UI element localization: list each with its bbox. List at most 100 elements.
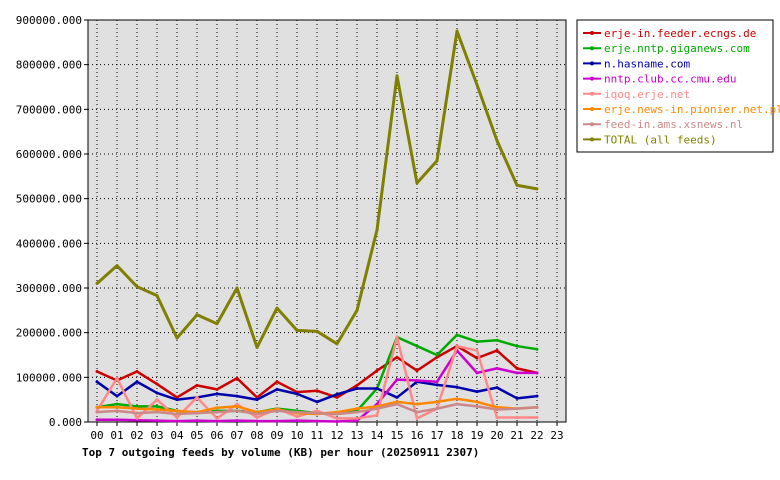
data-point — [315, 419, 319, 423]
data-point — [215, 322, 219, 326]
data-point — [455, 397, 459, 401]
data-point — [315, 389, 319, 393]
data-point — [475, 349, 479, 353]
x-tick-label: 06 — [210, 429, 223, 442]
y-tick-label: 500000.000 — [16, 193, 82, 206]
data-point — [115, 376, 119, 380]
legend-marker — [590, 137, 594, 142]
data-point — [495, 386, 499, 390]
data-point — [235, 394, 239, 398]
x-tick-label: 11 — [310, 429, 323, 442]
data-point — [195, 313, 199, 317]
data-point — [215, 419, 219, 423]
data-point — [255, 398, 259, 402]
x-axis-ticks: 00 01 02 03 04 05 06 07 08 09 10 11 12 13 14 15 16 17 18 19… — [90, 422, 564, 442]
legend-marker — [590, 46, 594, 51]
data-point — [175, 409, 179, 413]
x-tick-label: 01 — [110, 429, 123, 442]
data-point — [135, 404, 139, 408]
data-point — [515, 183, 519, 187]
data-point — [395, 335, 399, 339]
y-tick-label: 900000.000 — [16, 14, 82, 27]
data-point — [535, 347, 539, 351]
legend-marker — [590, 91, 594, 96]
data-point — [315, 411, 319, 415]
data-point — [355, 410, 359, 414]
data-point — [195, 411, 199, 415]
data-point — [435, 353, 439, 357]
data-point — [435, 383, 439, 387]
data-point — [335, 392, 339, 396]
y-tick-label: 300000.000 — [16, 282, 82, 295]
data-point — [355, 407, 359, 411]
data-point — [115, 405, 119, 409]
x-tick-label: 22 — [530, 429, 543, 442]
plot-area — [87, 19, 567, 423]
data-point — [115, 394, 119, 398]
data-point — [235, 404, 239, 408]
data-point — [295, 419, 299, 423]
data-point — [455, 333, 459, 337]
x-tick-label: 00 — [90, 429, 103, 442]
x-tick-label: 03 — [150, 429, 163, 442]
y-tick-label: 400000.000 — [16, 237, 82, 250]
data-point — [495, 405, 499, 409]
legend-marker — [590, 122, 594, 127]
data-point — [135, 285, 139, 289]
data-point — [95, 282, 99, 286]
data-point — [115, 409, 119, 413]
data-point — [235, 376, 239, 380]
legend-box — [576, 19, 774, 153]
data-point — [195, 383, 199, 387]
data-point — [255, 412, 259, 416]
data-point — [235, 419, 239, 423]
data-point — [175, 412, 179, 416]
data-point — [475, 390, 479, 394]
legend-label: erje.news-in.pionier.net.pl — [604, 103, 780, 116]
data-point — [335, 395, 339, 399]
data-point — [235, 409, 239, 413]
x-tick-label: 13 — [350, 429, 363, 442]
data-point — [375, 413, 379, 417]
data-point — [535, 416, 539, 420]
x-tick-label: 07 — [230, 429, 243, 442]
data-point — [115, 264, 119, 268]
data-point — [495, 366, 499, 370]
legend-label: erje-in.feeder.ecngs.de — [604, 27, 756, 40]
data-point — [215, 410, 219, 414]
data-point — [515, 371, 519, 375]
x-tick-label: 23 — [550, 429, 563, 442]
data-point — [275, 419, 279, 423]
data-point — [535, 394, 539, 398]
data-point — [395, 400, 399, 404]
data-point — [175, 419, 179, 423]
data-point — [455, 344, 459, 348]
data-point — [535, 405, 539, 409]
data-point — [215, 387, 219, 391]
data-point — [95, 405, 99, 409]
data-point — [135, 407, 139, 411]
data-point — [515, 407, 519, 411]
data-point — [235, 402, 239, 406]
x-tick-label: 05 — [190, 429, 203, 442]
data-point — [155, 398, 159, 402]
data-point — [235, 286, 239, 290]
data-point — [195, 419, 199, 423]
y-tick-label: 600000.000 — [16, 148, 82, 161]
data-point — [255, 419, 259, 423]
data-point — [495, 338, 499, 342]
data-point — [335, 420, 339, 424]
x-tick-label: 19 — [470, 429, 483, 442]
x-tick-label: 15 — [390, 429, 403, 442]
data-point — [155, 419, 159, 423]
y-tick-label: 200000.000 — [16, 327, 82, 340]
data-point — [215, 406, 219, 410]
legend-marker — [590, 61, 594, 66]
legend-label: n.hasname.com — [604, 57, 690, 70]
x-tick-label: 20 — [490, 429, 503, 442]
data-point — [395, 395, 399, 399]
data-point — [155, 404, 159, 408]
data-point — [435, 407, 439, 411]
x-tick-label: 16 — [410, 429, 423, 442]
data-point — [515, 416, 519, 420]
